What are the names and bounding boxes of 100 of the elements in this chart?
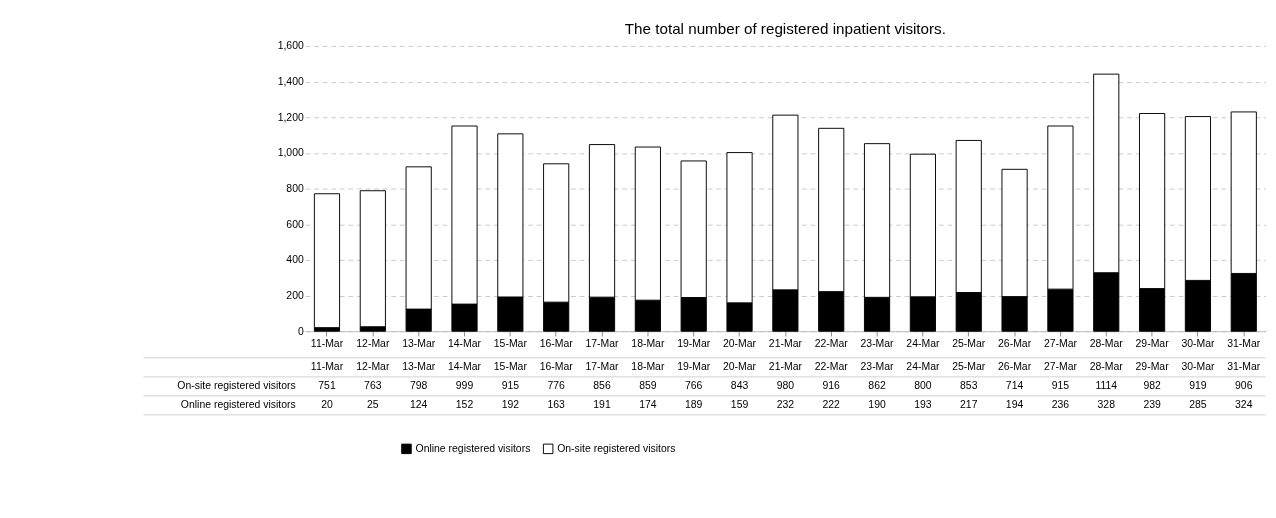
x-tick-label: 24-Mar [906,337,940,349]
y-tick-label: 200 [286,289,304,301]
data-label: 714 [1005,380,1024,392]
y-tick-label: 1,200 [277,111,304,123]
x-tick-label: 15-Mar [493,337,528,349]
category-label: 21-Mar [768,361,802,373]
data-label: 982 [1143,380,1161,392]
category-label: 28-Mar [1089,361,1123,373]
category-label: 17-Mar [585,361,619,373]
data-label: 906 [1235,380,1253,392]
data-label: 163 [547,399,566,411]
x-tick-label: 21-Mar [768,337,803,349]
category-label: 25-Mar [952,361,986,373]
x-tick-label: 26-Mar [998,337,1032,349]
category-label: 22-Mar [814,361,848,373]
x-tick-label: 16-Mar [539,337,574,349]
data-label: 1114 [1095,380,1118,392]
category-label: 15-Mar [493,361,527,373]
data-label: 915 [501,380,520,392]
x-tick-label: 11-Mar [310,337,344,349]
category-label: 16-Mar [539,361,573,373]
x-tick-label: 28-Mar [1089,337,1124,349]
data-label: 856 [593,380,611,392]
data-label: 285 [1189,399,1207,411]
data-label: 853 [960,380,978,392]
category-label: 18-Mar [631,361,665,373]
y-tick-label: 0 [297,325,304,337]
y-tick-label: 1,400 [277,75,304,87]
category-label: 26-Mar [998,361,1032,373]
data-label: 776 [547,380,566,392]
bar [359,190,386,328]
data-label: 324 [1235,399,1253,411]
data-label: 999 [455,380,474,392]
data-label: 20 [321,399,333,411]
x-tick-label: 19-Mar [677,337,711,349]
data-label: 194 [1005,399,1024,411]
data-label: 159 [730,399,749,411]
data-label: 193 [914,399,932,411]
category-label: 20-Mar [723,361,757,373]
y-tick-label: 1,000 [277,147,304,159]
category-label: 13-Mar [402,361,436,373]
x-tick-label: 13-Mar [402,337,436,349]
x-tick-label: 29-Mar [1135,337,1170,349]
data-label: 236 [1051,399,1070,411]
x-tick-label: 30-Mar [1181,337,1215,349]
data-label: 174 [639,399,657,411]
x-tick-label: 23-Mar [860,337,895,349]
legend-label: On-site registered visitors [557,442,676,454]
category-label: 19-Mar [677,361,711,373]
data-label: 843 [730,380,749,392]
data-label: 189 [684,399,703,411]
text: Online registered visitors [180,399,296,411]
x-tick-label: 22-Mar [814,337,849,349]
chart-title: The total number of registered inpatient visitors. [624,19,946,37]
data-label: 124 [409,399,428,411]
data-label: 152 [455,399,474,411]
category-label: 12-Mar [356,361,390,373]
category-label: 14-Mar [447,361,482,373]
data-label: 217 [960,399,978,411]
x-tick-label: 31-Mar [1227,337,1261,349]
y-tick-label: 1,600 [277,40,304,52]
x-tick-label: 18-Mar [631,337,665,349]
data-label: 766 [684,380,703,392]
x-tick-label: 14-Mar [447,337,482,349]
y-tick-label: 400 [286,254,304,266]
text: On-site registered visitors [177,380,296,392]
data-label: 222 [822,399,841,411]
x-tick-label: 25-Mar [952,337,986,349]
data-label: 800 [914,380,932,392]
data-label: 328 [1097,399,1116,411]
category-label: 29-Mar [1135,361,1169,373]
data-label: 763 [364,380,382,392]
category-label: 24-Mar [906,361,940,373]
category-label: 27-Mar [1043,361,1077,373]
x-tick-label: 27-Mar [1043,337,1078,349]
data-label: 25 [367,399,379,411]
data-label: 915 [1051,380,1070,392]
category-label: 30-Mar [1181,361,1215,373]
data-label: 192 [501,399,520,411]
data-label: 239 [1143,399,1161,411]
bar [313,193,341,329]
legend-label: Online registered visitors [415,442,531,454]
category-label: 11-Mar [310,361,344,373]
data-label: 191 [593,399,611,411]
y-tick-label: 600 [286,218,304,230]
data-label: 916 [822,380,841,392]
x-tick-label: 20-Mar [723,337,757,349]
y-tick-label: 800 [286,182,304,194]
x-tick-label: 17-Mar [585,337,620,349]
data-label: 919 [1189,380,1207,392]
data-label: 862 [868,380,886,392]
category-label: 31-Mar [1227,361,1261,373]
data-label: 190 [868,399,886,411]
data-label: 798 [409,380,428,392]
x-tick-label: 12-Mar [356,337,390,349]
category-label: 23-Mar [860,361,894,373]
data-label: 751 [318,380,336,392]
data-label: 859 [639,380,657,392]
data-label: 980 [776,380,795,392]
data-label: 232 [776,399,795,411]
